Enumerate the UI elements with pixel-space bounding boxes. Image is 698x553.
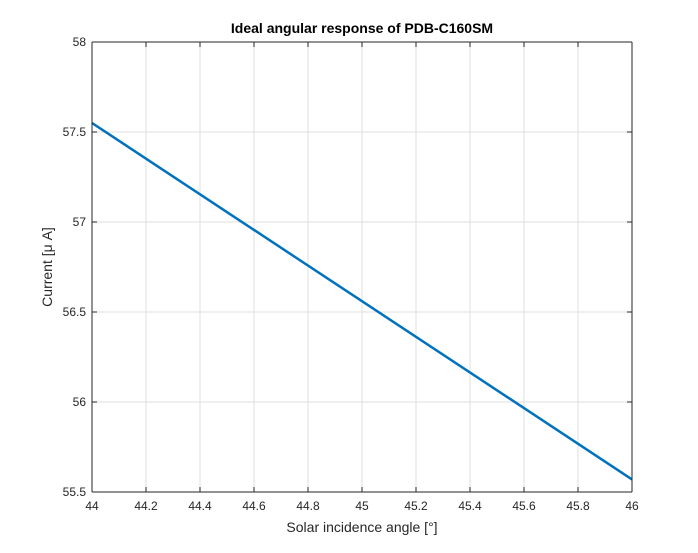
x-tick-label: 44.4: [188, 499, 212, 513]
x-tick-label: 44.6: [242, 499, 266, 513]
x-tick-label: 44.2: [134, 499, 158, 513]
y-tick-label: 57.5: [63, 125, 87, 139]
chart-title: Ideal angular response of PDB-C160SM: [231, 20, 493, 36]
y-tick-label: 57: [73, 215, 87, 229]
y-axis-label: Current [μ A]: [39, 227, 55, 307]
x-tick-label: 45.8: [566, 499, 590, 513]
y-tick-label: 55.5: [63, 485, 87, 499]
x-tick-label: 44: [85, 499, 99, 513]
x-tick-label: 46: [625, 499, 639, 513]
x-tick-label: 45.4: [458, 499, 482, 513]
x-axis-label: Solar incidence angle [°]: [286, 519, 437, 535]
x-tick-label: 45: [355, 499, 369, 513]
series-group: [91, 121, 633, 481]
y-tick-label: 56: [73, 395, 87, 409]
x-tick-label: 44.8: [296, 499, 320, 513]
x-tick-label: 45.6: [512, 499, 536, 513]
series-line: [91, 121, 633, 481]
y-tick-label: 58: [73, 35, 87, 49]
x-tick-label: 45.2: [404, 499, 428, 513]
y-tick-label: 56.5: [63, 305, 87, 319]
ticks: 44 44.2 44.4 44.6 44.8 45 45.2 45.4 45.6 45.8 46 55…: [63, 35, 639, 513]
